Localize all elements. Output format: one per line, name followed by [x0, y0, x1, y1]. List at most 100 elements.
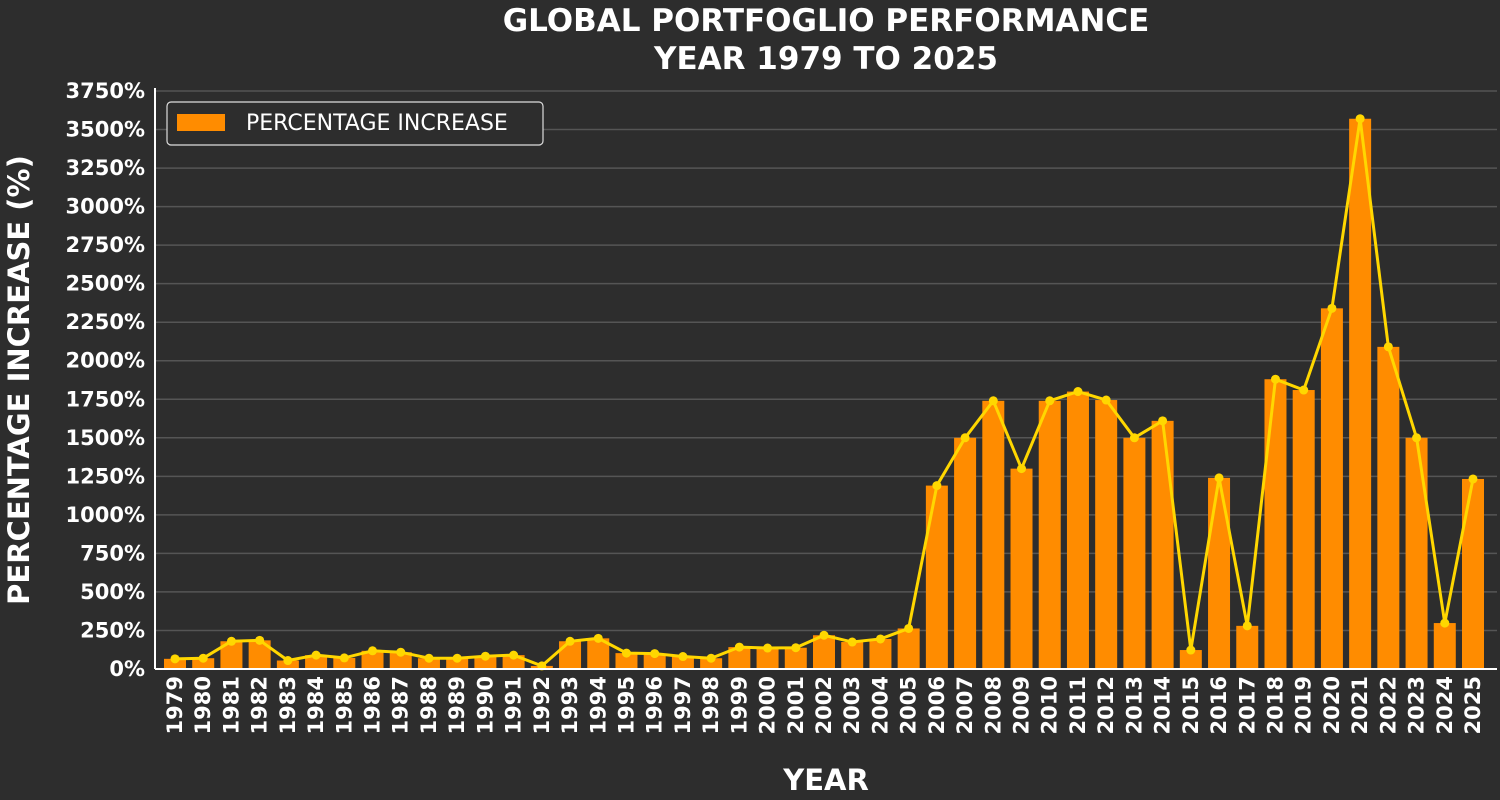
legend-box: [166, 101, 544, 146]
y-axis-label: PERCENTAGE INCREASE (%): [2, 155, 36, 605]
point-1999: [734, 642, 744, 652]
x-tick-label: 2023: [1405, 676, 1429, 734]
y-tick-label: 3500%: [66, 118, 146, 142]
bar-2023: [1405, 437, 1428, 669]
point-1982: [255, 635, 265, 645]
point-2013: [1129, 433, 1139, 443]
bar-1990: [474, 656, 497, 669]
point-2025: [1468, 474, 1478, 484]
y-tick-label: 2000%: [66, 349, 146, 373]
bar-1986: [361, 650, 384, 669]
x-tick-label: 1986: [361, 676, 385, 734]
bar-1981: [220, 641, 243, 669]
x-tick-label: 1984: [304, 676, 328, 734]
point-2015: [1186, 645, 1196, 655]
bar-2003: [841, 642, 864, 669]
x-tick-label: 2017: [1235, 676, 1259, 734]
x-tick-label: 1988: [417, 676, 441, 734]
bar-2002: [813, 635, 835, 669]
chart-title-line1: GLOBAL PORTFOGLIO PERFORMANCE: [503, 3, 1150, 39]
bar-2006: [925, 485, 948, 669]
bar-2008: [982, 400, 1005, 669]
point-2008: [988, 396, 998, 406]
y-tick-label: 3250%: [66, 156, 146, 180]
point-2006: [932, 481, 942, 491]
point-2009: [1017, 464, 1027, 474]
x-tick-label: 1985: [332, 676, 356, 734]
bar-2019: [1292, 390, 1315, 669]
bar-2014: [1151, 420, 1174, 669]
x-tick-label: 1980: [191, 676, 215, 734]
x-tick-label: 2000: [756, 676, 780, 734]
bar-1995: [615, 653, 638, 669]
point-1990: [480, 651, 490, 661]
x-tick-label: 1983: [276, 676, 300, 734]
bar-2018: [1264, 379, 1287, 669]
x-tick-label: 2015: [1179, 676, 1203, 734]
y-tick-label: 2500%: [66, 272, 146, 296]
bar-1980: [192, 658, 215, 669]
bar-2004: [869, 638, 892, 669]
x-tick-label: 1994: [586, 676, 610, 734]
x-tick-label: 2016: [1207, 676, 1231, 734]
point-1994: [593, 633, 603, 643]
point-1985: [339, 653, 349, 663]
point-2023: [1412, 433, 1422, 443]
bar-1985: [333, 657, 356, 669]
bar-2020: [1320, 308, 1343, 669]
x-axis-label: YEAR: [782, 763, 869, 797]
bar-1998: [700, 658, 723, 669]
bar-2010: [1038, 400, 1061, 669]
x-tick-label: 2003: [840, 676, 864, 734]
bar-1993: [559, 641, 582, 669]
bar-2000: [756, 648, 779, 669]
x-tick-label: 2024: [1433, 676, 1457, 734]
legend: PERCENTAGE INCREASE: [166, 101, 544, 146]
bar-2021: [1349, 118, 1372, 669]
x-tick-label: 2013: [1122, 676, 1146, 734]
y-tick-label: 0%: [109, 657, 145, 681]
bar-2011: [1066, 391, 1089, 669]
x-tick-label: 2001: [784, 676, 808, 734]
bar-1989: [446, 658, 469, 669]
bar-2017: [1236, 625, 1259, 669]
x-tick-label: 2009: [1010, 676, 1034, 734]
bar-2015: [1179, 650, 1202, 669]
bar-1982: [248, 640, 271, 669]
y-tick-label: 2750%: [66, 233, 146, 257]
point-2012: [1101, 395, 1111, 405]
x-tick-label: 1995: [614, 676, 638, 734]
point-2016: [1214, 473, 1224, 483]
x-tick-label: 1981: [219, 676, 243, 734]
x-tick-label: 1990: [473, 676, 497, 734]
point-2014: [1158, 416, 1168, 426]
x-tick-label: 1992: [530, 676, 554, 734]
x-tick-label: 1982: [248, 676, 272, 734]
x-tick-label: 2002: [812, 676, 836, 734]
point-1983: [283, 656, 293, 666]
x-tick-label: 2008: [981, 676, 1005, 734]
y-tick-label: 3000%: [66, 195, 146, 219]
bar-2025: [1462, 478, 1484, 669]
point-2020: [1327, 303, 1337, 313]
bar-2024: [1433, 623, 1456, 669]
point-1981: [226, 636, 236, 646]
point-2001: [791, 643, 801, 653]
bar-1988: [417, 658, 440, 669]
x-tick-label: 1991: [502, 676, 526, 734]
x-tick-label: 2025: [1461, 676, 1485, 734]
x-tick-label: 1996: [643, 676, 667, 734]
y-tick-label: 1500%: [66, 426, 146, 450]
point-2021: [1355, 114, 1365, 124]
point-2010: [1045, 396, 1055, 406]
x-tick-label: 1989: [445, 676, 469, 734]
point-1995: [621, 648, 631, 658]
point-1996: [650, 649, 660, 659]
point-2000: [763, 643, 773, 653]
y-tick-label: 750%: [80, 541, 145, 565]
x-tick-label: 2021: [1348, 676, 1372, 734]
point-1993: [565, 636, 575, 646]
y-tick-label: 3750%: [66, 79, 146, 103]
point-1984: [311, 650, 321, 660]
